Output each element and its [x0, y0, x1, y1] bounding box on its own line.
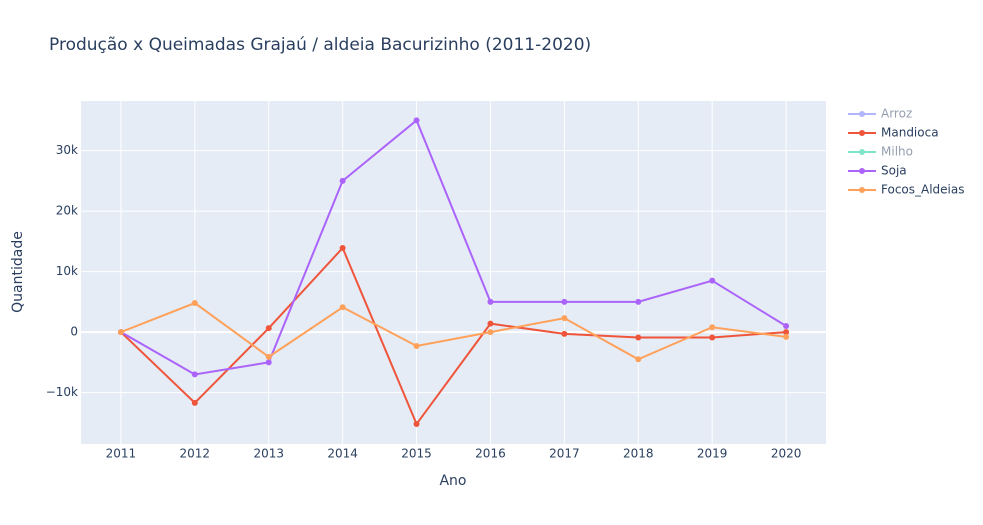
- y-tick-label: 20k: [56, 204, 78, 218]
- legend-marker: [859, 149, 865, 155]
- data-point: [561, 315, 568, 322]
- data-point: [191, 371, 198, 378]
- legend-label: Mandioca: [881, 126, 939, 140]
- data-point: [561, 330, 568, 337]
- y-tick-label: 0: [70, 325, 78, 339]
- data-point: [117, 329, 124, 336]
- data-point: [339, 245, 346, 251]
- data-point: [265, 325, 272, 332]
- chart-title: Produção x Queimadas Grajaú / aldeia Bac…: [49, 35, 591, 55]
- data-point: [191, 300, 198, 307]
- data-point: [265, 353, 272, 360]
- x-tick-label: 2017: [549, 447, 580, 461]
- x-tick-label: 2020: [771, 447, 802, 461]
- x-tick-label: 2015: [401, 447, 432, 461]
- x-tick-label: 2011: [106, 447, 137, 461]
- data-point: [635, 298, 642, 305]
- x-tick-label: 2016: [475, 447, 506, 461]
- data-point: [191, 399, 198, 406]
- y-tick-label: 10k: [56, 264, 78, 278]
- plot-area: [81, 101, 826, 444]
- legend-item[interactable]: Arroz: [848, 107, 912, 121]
- x-axis-title: Ano: [439, 473, 466, 489]
- data-point: [783, 323, 790, 330]
- series-line: [120, 118, 787, 376]
- legend-label: Focos_Aldeias: [881, 183, 965, 197]
- legend-item[interactable]: Focos_Aldeias: [848, 183, 965, 197]
- data-point: [709, 334, 716, 341]
- data-point: [783, 333, 790, 340]
- legend-label: Milho: [881, 145, 913, 159]
- x-tick-label: 2013: [253, 447, 284, 461]
- data-point: [487, 320, 494, 327]
- data-point: [635, 334, 642, 341]
- y-tick-label: −10k: [46, 385, 78, 399]
- legend-marker: [859, 168, 865, 174]
- data-point: [783, 329, 790, 336]
- data-point: [709, 277, 716, 284]
- x-tick-label: 2012: [180, 447, 211, 461]
- data-point: [487, 329, 494, 336]
- data-point: [339, 304, 346, 311]
- data-point: [413, 117, 420, 124]
- data-point: [413, 421, 420, 428]
- legend-item[interactable]: Mandioca: [848, 126, 939, 140]
- x-tick-label: 2014: [327, 447, 358, 461]
- data-point: [635, 356, 642, 363]
- legend-marker: [859, 111, 865, 117]
- x-tick-label: 2018: [623, 447, 654, 461]
- y-axis-title: Quantidade: [10, 231, 26, 313]
- x-tick-label: 2019: [697, 447, 728, 461]
- data-point: [561, 298, 568, 305]
- legend-item[interactable]: Soja: [848, 164, 907, 178]
- legend-label: Arroz: [881, 107, 912, 121]
- legend-item[interactable]: Milho: [848, 145, 913, 159]
- series-line: [120, 301, 787, 361]
- data-point: [339, 177, 346, 184]
- data-point: [413, 343, 420, 349]
- legend-marker: [859, 187, 865, 193]
- series-line: [120, 246, 787, 427]
- data-point: [487, 298, 494, 305]
- data-point: [265, 359, 272, 366]
- data-point: [709, 324, 716, 331]
- legend-label: Soja: [881, 164, 907, 178]
- y-tick-label: 30k: [56, 143, 78, 157]
- legend-marker: [859, 130, 865, 136]
